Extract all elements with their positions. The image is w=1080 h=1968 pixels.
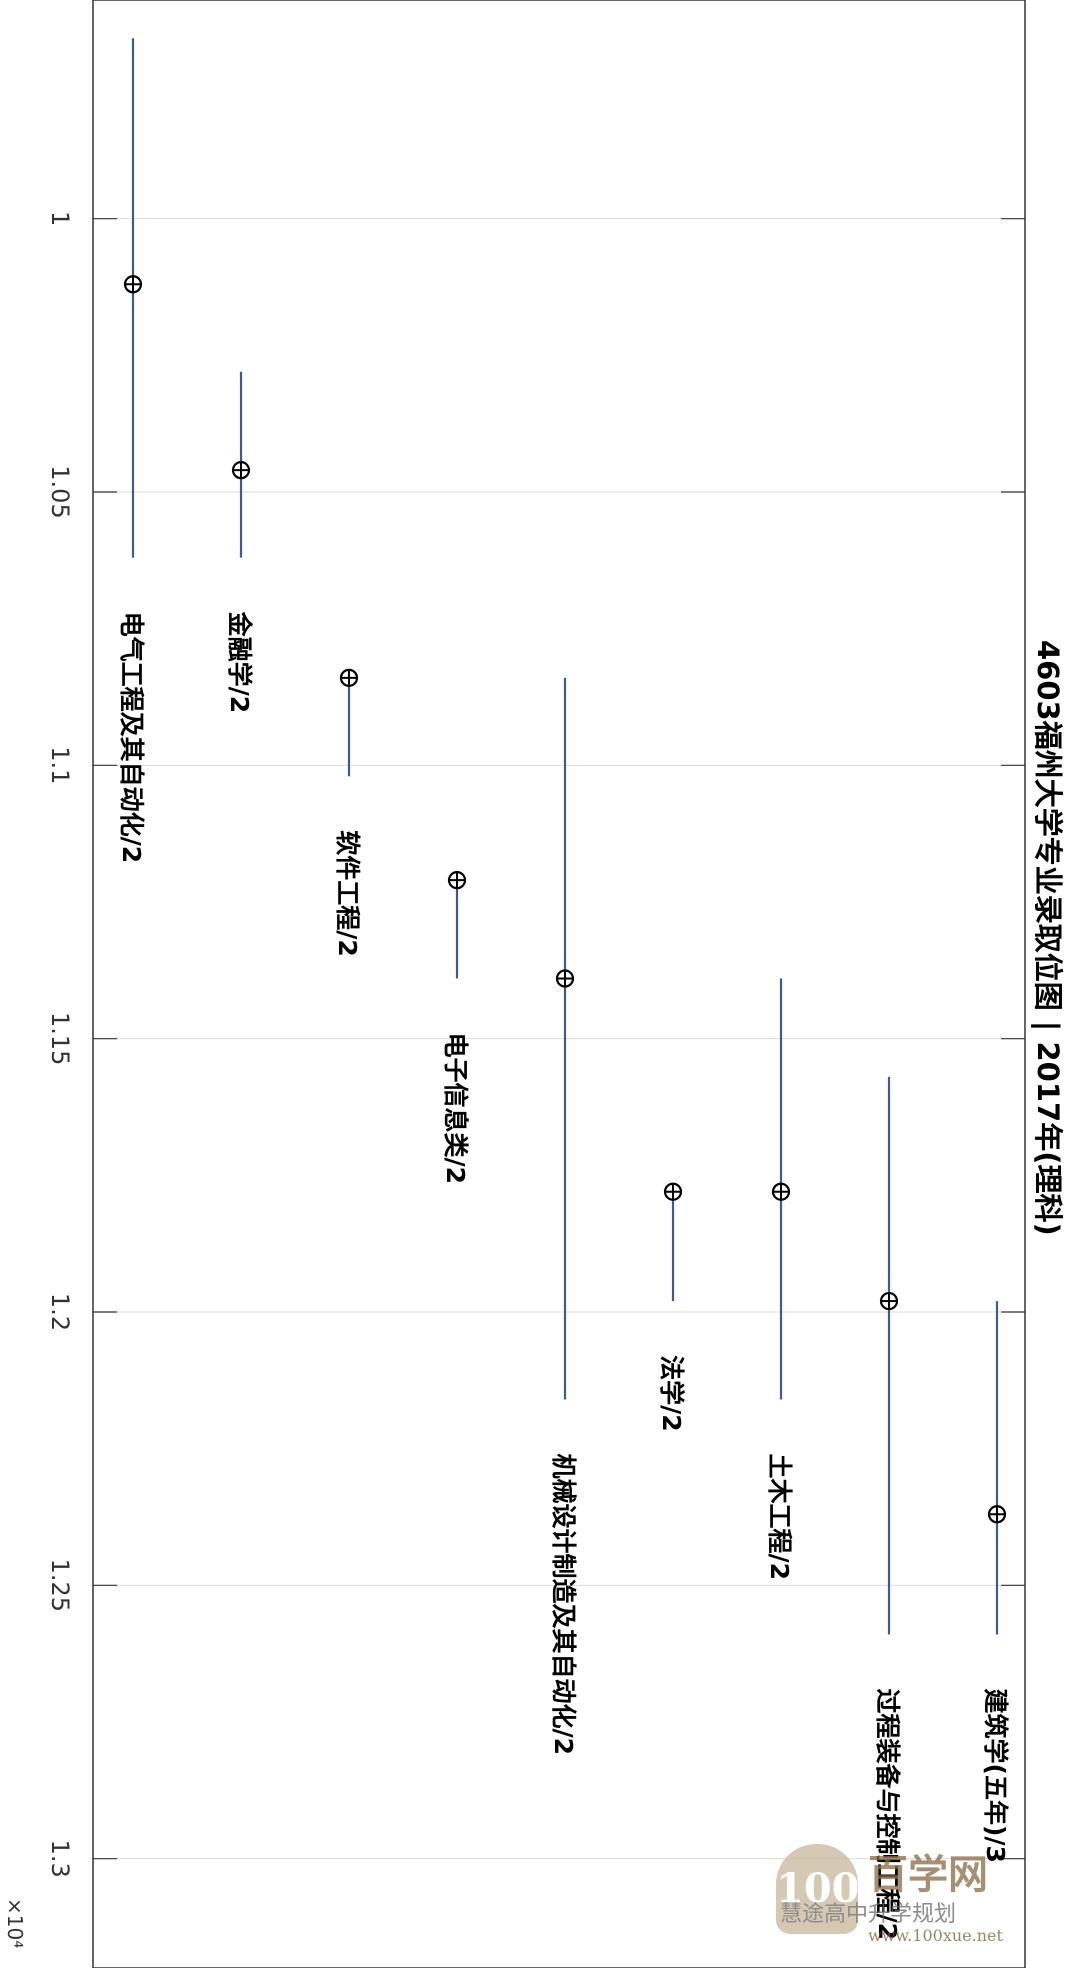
tick-label: 1.15 xyxy=(46,1012,74,1065)
tick-label: 1.3 xyxy=(46,1840,74,1878)
series-label: 软件工程/2 xyxy=(333,830,362,957)
series-label: 电气工程及其自动化/2 xyxy=(117,612,146,864)
series-label: 机械设计制造及其自动化/2 xyxy=(549,1453,578,1755)
watermark-brand: 百学网 xyxy=(868,1851,988,1898)
watermark-url: www.100xue.net xyxy=(868,1926,1003,1945)
tick-label: 1 xyxy=(46,211,74,226)
series-label: 土木工程/2 xyxy=(765,1453,794,1580)
chart-title: 4603福州大学专业录取位图 | 2017年(理科) xyxy=(1031,640,1065,1236)
series-label: 电子信息类/2 xyxy=(441,1033,470,1185)
watermark-logo-icon: 100 xyxy=(776,1844,860,1934)
tick-label: 1.2 xyxy=(46,1293,74,1331)
series-label: 金融学/2 xyxy=(225,611,254,714)
series-layer: 电气工程及其自动化/2 金融学/2 软件工程/2 电子信息类/2 机械设计制造及其自动化… xyxy=(117,38,1010,1940)
grid-layer xyxy=(93,218,1025,1860)
watermark: 100 百学网 慧途高中升学规划 www.100xue.net xyxy=(776,1840,1066,1950)
tick-label: 1.25 xyxy=(46,1559,74,1612)
axis-multiplier-label: ×10⁴ xyxy=(3,1898,27,1948)
tick-label: 1.1 xyxy=(46,746,74,784)
watermark-account: 慧途高中升学规划 xyxy=(780,1902,957,1927)
tick-layer: 1 1.05 1.1 1.15 1.2 1.25 1.3 xyxy=(46,211,1025,1878)
series-label: 法学/2 xyxy=(657,1355,686,1432)
tick-label: 1.05 xyxy=(46,465,74,518)
series-label: 建筑学(五年)/3 xyxy=(981,1689,1010,1863)
plot-frame xyxy=(92,0,1026,1968)
series-label: 过程装备与控制工程/2 xyxy=(873,1689,902,1941)
